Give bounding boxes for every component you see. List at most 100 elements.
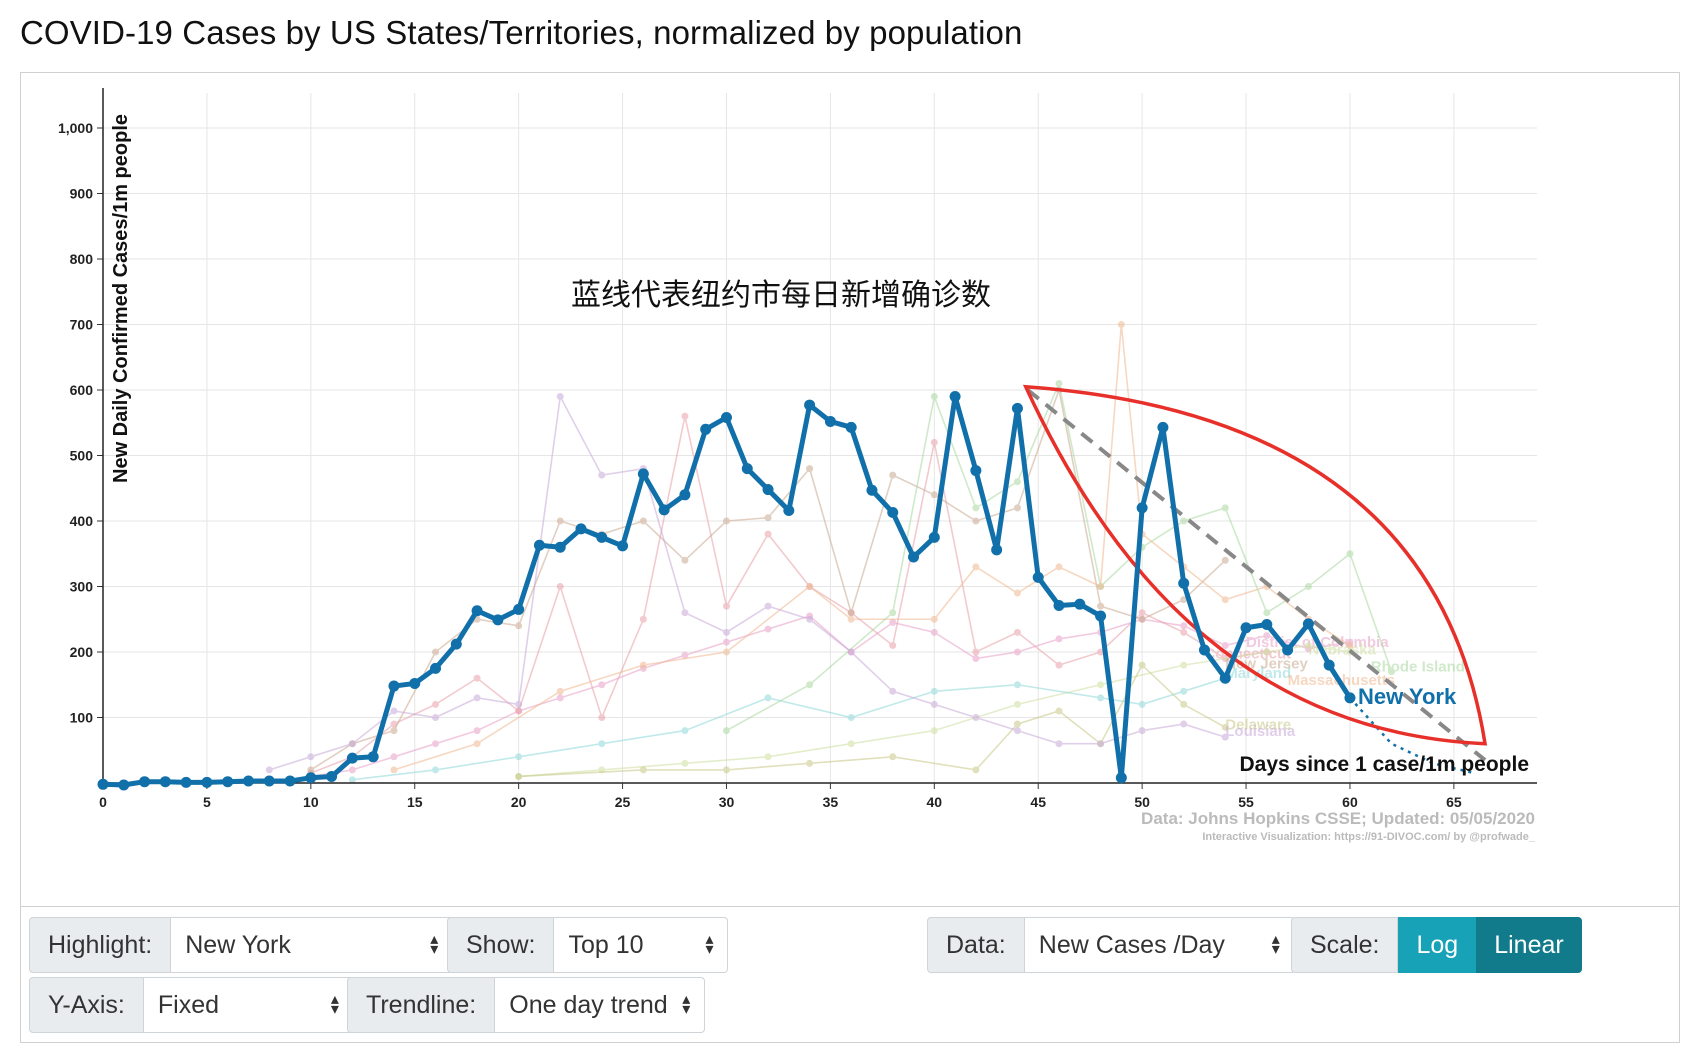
- series-point: [722, 727, 730, 735]
- axes: 0 5 10 15 20 25 30 35 40 45 50 55 60 65 100 200 300 400 50…: [58, 88, 1537, 810]
- series-point: [681, 651, 689, 659]
- series-point: [1221, 596, 1229, 604]
- x-tick-label: 40: [927, 794, 943, 810]
- series-point: [847, 648, 855, 656]
- highlight-point: [1053, 599, 1065, 611]
- highlight-point: [242, 775, 254, 787]
- series-point: [1304, 641, 1312, 649]
- series-point: [889, 687, 897, 695]
- series-point: [307, 766, 315, 774]
- highlight-point: [1157, 421, 1169, 433]
- series-point: [764, 694, 772, 702]
- highlight-point: [637, 468, 649, 480]
- series-point: [1013, 589, 1021, 597]
- series-point: [889, 609, 897, 617]
- highlight-point: [887, 506, 899, 518]
- yaxis-label: Y-Axis:: [29, 977, 144, 1033]
- series-point: [1180, 628, 1188, 636]
- x-tick-label: 5: [203, 794, 211, 810]
- series-point: [806, 583, 814, 590]
- data-select[interactable]: New Cases /Day ▴ ▾: [1024, 917, 1295, 973]
- y-axis-label: New Daily Confirmed Cases/1m people: [110, 114, 132, 483]
- series-point: [972, 648, 980, 656]
- trendline-label: Trendline:: [347, 977, 496, 1033]
- series-point: [348, 740, 356, 748]
- highlight-point: [1074, 598, 1086, 610]
- highlight-point: [824, 415, 836, 427]
- highlight-point: [804, 399, 816, 411]
- series-point: [1263, 648, 1271, 656]
- highlight-point: [575, 523, 587, 535]
- highlight-point: [1136, 502, 1148, 514]
- select-caret-icon: ▴ ▾: [1271, 931, 1280, 958]
- series-point: [1221, 641, 1229, 649]
- highlight-point: [388, 680, 400, 692]
- series-point: [1013, 727, 1021, 735]
- highlight-point: [741, 463, 753, 475]
- series-point: [1138, 700, 1146, 708]
- series-point: [473, 727, 481, 735]
- yaxis-select[interactable]: Fixed ▴ ▾: [143, 977, 354, 1033]
- series-point: [1013, 504, 1021, 512]
- scale-log-button[interactable]: Log: [1398, 917, 1477, 973]
- series-point: [1221, 733, 1229, 741]
- show-select[interactable]: Top 10 ▴ ▾: [554, 917, 729, 973]
- trendline-select[interactable]: One day trend ▴ ▾: [495, 977, 706, 1033]
- x-tick-label: 45: [1030, 794, 1046, 810]
- data-select-value: New Cases /Day: [1038, 930, 1225, 959]
- series-point: [1097, 694, 1105, 702]
- series-point: [930, 438, 938, 446]
- series-point: [1180, 622, 1188, 630]
- series-point: [930, 615, 938, 623]
- chart-frame: District of Columbia Connecticut Nebraska N…: [20, 72, 1680, 907]
- highlight-point: [1302, 618, 1314, 630]
- series-point: [806, 465, 814, 473]
- series-point: [722, 517, 730, 525]
- x-axis-label: Days since 1 case/1m people: [1240, 753, 1530, 776]
- series-point: [473, 694, 481, 702]
- series-point: [847, 714, 855, 721]
- x-tick-label: 0: [99, 794, 107, 810]
- series-point: [889, 753, 897, 761]
- data-control: Data: New Cases /Day ▴ ▾: [927, 917, 1295, 973]
- series-point: [930, 393, 938, 401]
- series-point: [1055, 661, 1063, 669]
- series-point: [1138, 615, 1146, 623]
- y-tick-label: 400: [70, 513, 94, 529]
- y-tick-label: 800: [70, 251, 94, 267]
- red-lens-annotation: [1022, 384, 1488, 746]
- series-point: [764, 753, 772, 761]
- series-point: [972, 714, 980, 721]
- highlight-point: [201, 776, 213, 788]
- series-point: [847, 609, 855, 617]
- series-point: [432, 648, 440, 656]
- series-point: [348, 766, 356, 774]
- series-point: [390, 727, 398, 735]
- series-point: [556, 393, 564, 401]
- series-line: [310, 615, 1351, 778]
- x-tick-label: 10: [303, 794, 319, 810]
- series-point: [1180, 661, 1188, 669]
- series-point: [1097, 602, 1105, 610]
- highlight-point: [409, 677, 421, 689]
- series-point: [639, 615, 647, 623]
- y-tick-label: 700: [70, 317, 94, 333]
- series-point: [972, 766, 980, 774]
- trend-line: [1026, 388, 1487, 762]
- y-tick-label: 900: [70, 186, 94, 202]
- series-point: [1180, 720, 1188, 728]
- highlight-select[interactable]: New York ▴ ▾: [171, 917, 454, 973]
- series-point: [1221, 556, 1229, 564]
- trend-overlay: [1022, 384, 1488, 775]
- show-select-value: Top 10: [568, 930, 644, 959]
- highlight-point: [118, 779, 130, 791]
- series-point: [515, 707, 523, 715]
- scale-linear-button[interactable]: Linear: [1476, 917, 1582, 973]
- highlight-point: [1240, 622, 1252, 634]
- highlight-point: [159, 776, 171, 788]
- series-point: [930, 491, 938, 499]
- series-point: [515, 772, 523, 780]
- page-title: COVID-19 Cases by US States/Territories,…: [20, 14, 1023, 51]
- highlight-point: [554, 541, 566, 553]
